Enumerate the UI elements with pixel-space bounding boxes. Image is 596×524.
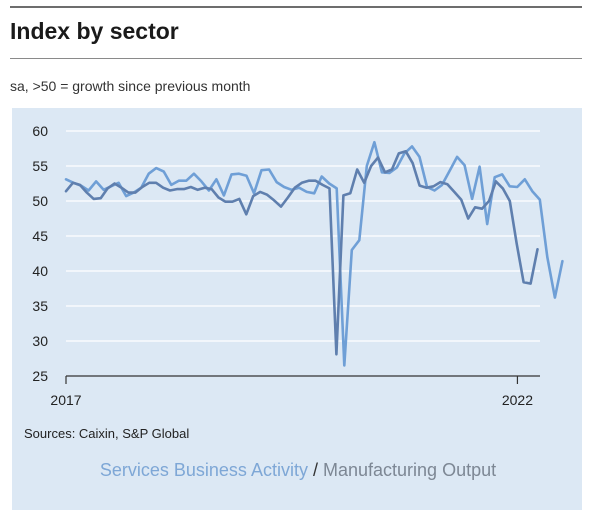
y-tick-label: 35 [32,298,48,314]
legend-services: Services Business Activity [99,460,308,480]
x-tick-label: 2022 [502,392,533,408]
y-tick-label: 30 [32,333,48,349]
y-tick-label: 50 [32,193,48,209]
grid-layer [66,130,540,377]
y-tick-label: 25 [32,368,48,384]
tick-layer: 25 30 35 40 45 50 55 60 2017 2022 [32,123,533,408]
series-line-services [64,140,564,367]
y-tick-label: 60 [32,123,48,139]
series-line-manufacturing [64,150,539,356]
x-tick-label: 2017 [50,392,81,408]
top-rule [10,6,582,8]
chart-title: Index by sector [10,18,179,44]
y-tick-label: 40 [32,263,48,279]
y-tick-label: 55 [32,158,48,174]
title-divider [10,58,582,59]
chart-panel [12,108,582,510]
y-tick-label: 45 [32,228,48,244]
series-layer [64,140,564,367]
chart-legend: Services Business Activity / Manufacturi… [0,460,596,481]
legend-manufacturing: Manufacturing Output [323,460,497,480]
chart-subtitle: sa, >50 = growth since previous month [10,78,251,94]
source-note: Sources: Caixin, S&P Global [24,426,190,441]
legend-separator: / [312,460,318,480]
